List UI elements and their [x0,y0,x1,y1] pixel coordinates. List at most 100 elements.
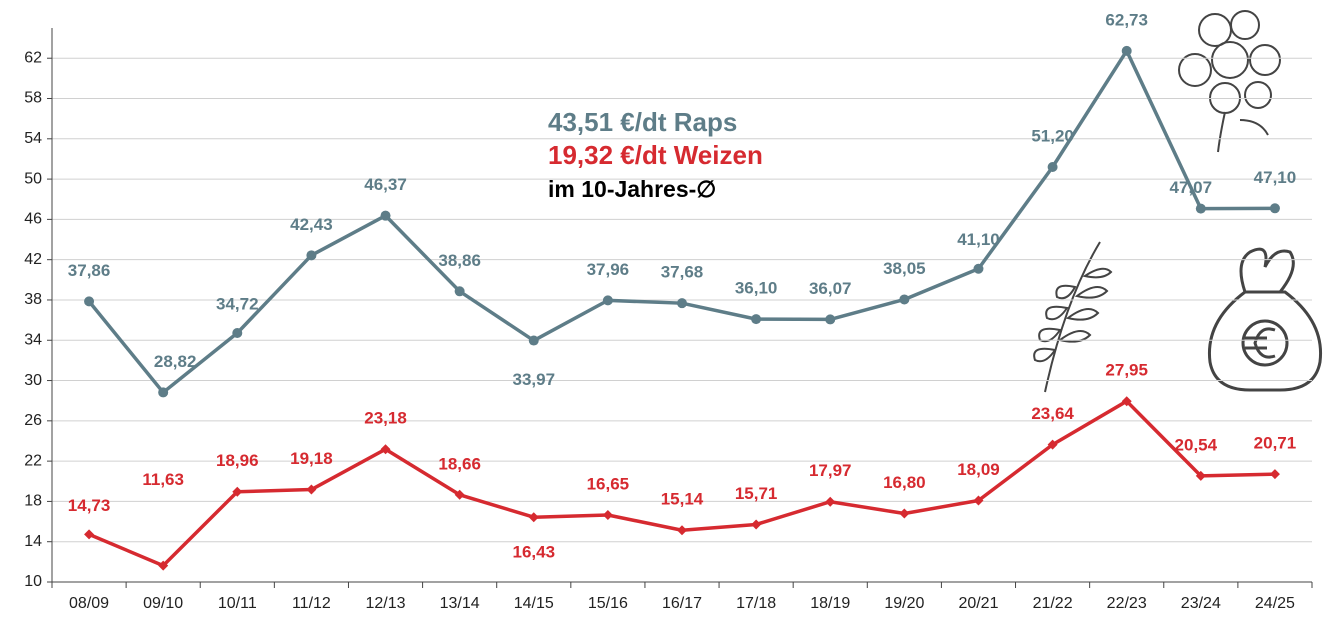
x-tick-label: 10/11 [218,595,257,612]
data-label: 14,73 [68,496,111,515]
y-tick-label: 30 [24,372,42,389]
marker [454,286,465,297]
marker [158,387,169,398]
wheat-icon [1033,241,1113,393]
data-label: 38,05 [883,259,926,278]
x-tick-label: 21/22 [1033,595,1073,612]
marker [1269,469,1280,480]
y-tick-label: 14 [24,533,42,550]
marker [306,484,317,495]
marker [158,560,169,571]
x-tick-label: 15/16 [588,595,628,612]
data-label: 34,72 [216,294,259,313]
data-label: 38,86 [438,251,481,270]
data-label: 16,80 [883,473,926,492]
data-label: 47,07 [1170,178,1213,197]
data-label: 20,54 [1175,435,1218,454]
marker [751,314,762,325]
series-line [87,49,1275,395]
data-label: 28,82 [154,352,197,371]
data-label: 20,71 [1254,434,1297,453]
marker [677,525,687,536]
marker [528,335,539,346]
marker [454,489,465,500]
data-label: 62,73 [1105,10,1148,29]
data-label: 15,14 [661,490,704,509]
marker [232,486,243,497]
marker [232,328,243,339]
marker [677,298,687,309]
annotation: 43,51 €/dt Raps [548,107,737,137]
marker [973,263,984,274]
x-tick-label: 08/09 [69,595,109,612]
series-line [88,399,1275,568]
x-tick-label: 22/23 [1107,595,1147,612]
data-label: 37,96 [587,260,630,279]
y-tick-label: 18 [24,493,42,510]
data-label: 27,95 [1105,361,1148,380]
marker [528,512,539,523]
data-label: 19,18 [290,449,333,468]
marker [84,296,95,307]
data-label: 33,97 [512,370,555,389]
x-tick-label: 18/19 [810,595,850,612]
x-tick-label: 12/13 [366,595,406,612]
y-tick-label: 42 [24,251,42,268]
data-label: 37,86 [68,261,111,280]
y-tick-label: 58 [24,90,42,107]
marker [602,295,613,306]
x-tick-label: 09/10 [143,595,183,612]
money-bag-icon [1207,247,1323,392]
data-label: 18,96 [216,451,259,470]
marker [1195,470,1206,481]
data-label: 16,43 [512,543,555,562]
x-tick-label: 24/25 [1255,595,1295,612]
data-label: 23,18 [364,409,407,428]
y-tick-label: 50 [24,170,42,187]
marker [306,250,317,261]
y-tick-label: 34 [24,331,42,348]
data-label: 15,71 [735,484,778,503]
annotation: im 10-Jahres-∅ [548,176,716,202]
marker [1121,45,1132,56]
data-label: 17,97 [809,461,852,480]
marker [899,508,910,519]
y-tick-label: 46 [24,211,42,228]
marker [973,495,984,506]
marker [825,314,836,325]
x-tick-label: 23/24 [1181,595,1221,612]
data-label: 37,68 [661,263,704,282]
x-tick-label: 17/18 [736,595,776,612]
y-tick-label: 22 [24,452,42,469]
flower-icon [1178,10,1281,153]
x-tick-label: 11/12 [292,595,331,612]
marker [84,529,95,540]
y-tick-label: 62 [24,49,42,66]
marker [751,519,762,530]
data-label: 51,20 [1031,126,1074,145]
marker [380,210,391,221]
data-label: 36,07 [809,279,852,298]
data-label: 36,10 [735,279,778,298]
data-label: 18,66 [438,454,481,473]
marker [899,294,910,305]
y-tick-label: 10 [24,573,42,590]
data-label: 11,63 [142,470,184,489]
y-tick-label: 54 [24,130,42,147]
data-label: 46,37 [364,175,407,194]
y-tick-label: 38 [24,291,42,308]
x-tick-label: 14/15 [514,595,554,612]
data-label: 42,43 [290,215,333,234]
y-tick-label: 26 [24,412,42,429]
x-tick-label: 20/21 [958,595,998,612]
marker [602,510,613,521]
x-tick-label: 13/14 [440,595,480,612]
annotation: 19,32 €/dt Weizen [548,140,763,170]
x-tick-label: 19/20 [884,595,924,612]
data-label: 18,09 [957,460,1000,479]
data-label: 23,64 [1031,404,1074,423]
data-label: 47,10 [1254,168,1297,187]
marker [1195,203,1206,214]
marker [1047,162,1058,173]
